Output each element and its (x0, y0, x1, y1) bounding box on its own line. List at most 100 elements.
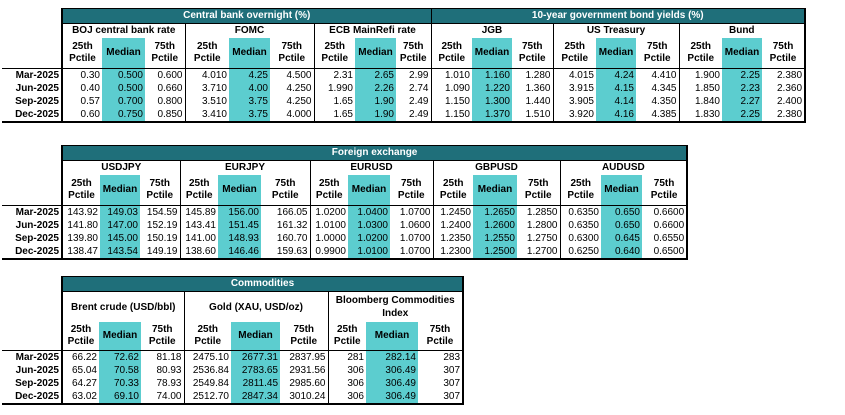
subheader-median: Median (231, 322, 280, 351)
cell-median: 1.160 (472, 68, 512, 82)
subheader-p75: 75th Pctile (141, 322, 184, 351)
cell-median: 143.54 (100, 245, 140, 260)
cell-p75: 2.49 (409, 95, 429, 107)
subheader-median: Median (472, 38, 512, 69)
column-group-boj-central-bank-rate: BOJ central bank rate (61, 23, 185, 38)
column-group-eurusd: EURUSD (309, 160, 433, 175)
cell-p75: 4.250 (286, 95, 312, 107)
cell-median: 1.2600 (473, 219, 517, 232)
cell-p75: 307 (418, 364, 465, 377)
cell-median: 1.0400 (348, 205, 390, 219)
cell-p75: 0.6600 (642, 219, 689, 232)
cell-p25: 1.0000 (309, 232, 348, 245)
subheader-p75: 75th Pctile (517, 175, 560, 206)
column-group-jgb: JGB (430, 23, 553, 38)
cell-p75: 149.19 (140, 245, 180, 260)
row-label: Dec-2025 (2, 108, 62, 123)
subheader-p25: 25th Pctile (183, 322, 231, 351)
cell-p25: 2536.84 (183, 364, 231, 377)
cell-median: 1.90 (355, 95, 396, 108)
cell-median: 0.650 (601, 219, 642, 232)
cell-p25: 1.65 (313, 108, 355, 123)
cell-p25: 4.010 (184, 68, 229, 82)
column-group-bund: Bund (678, 23, 807, 38)
subheader-median: Median (102, 38, 145, 69)
cell-p75: 0.850 (145, 108, 185, 123)
cell-p25: 4.015 (552, 68, 596, 82)
cell-median: 0.500 (102, 82, 145, 95)
cell-p75: 1.2850 (526, 206, 558, 218)
section-banner: Central bank overnight (%) (61, 8, 432, 24)
cell-p25: 2475.10 (183, 350, 231, 364)
cell-median: 3.75 (229, 108, 270, 123)
table-row: Jun-2025 65.04 70.58 80.93 2536.84 2783.65 293… (2, 364, 465, 377)
column-group-ecb-mainrefi-rate: ECB MainRefi rate (313, 23, 431, 38)
cell-p25: 66.22 (61, 350, 99, 364)
column-group-audusd: AUDUSD (559, 160, 689, 175)
cell-p25: 64.27 (61, 377, 99, 390)
cell-p25: 141.80 (61, 219, 100, 232)
cell-p75: 161.32 (276, 219, 308, 231)
cell-p25: 1.090 (430, 82, 472, 95)
subheader-p25: 25th Pctile (61, 322, 99, 351)
cell-p25: 1.150 (430, 108, 472, 123)
table-row: Mar-2025 143.92 149.03 154.59 145.89 156.00 16… (2, 205, 689, 219)
subheader-median: Median (218, 175, 261, 206)
subheader-p25: 25th Pctile (309, 175, 348, 206)
cell-p25: 1.830 (678, 108, 722, 123)
cell-median: 1.0100 (348, 245, 390, 260)
row-label: Dec-2025 (2, 245, 62, 260)
cell-median: 2677.31 (231, 350, 280, 364)
subheader-p75: 75th Pctile (512, 38, 553, 69)
cell-p25: 1.2400 (432, 219, 473, 232)
cell-p25: 3.410 (184, 108, 229, 123)
cell-p25: 1.65 (313, 95, 355, 108)
cell-p25: 138.47 (61, 245, 100, 260)
cell-p75: 4.000 (270, 108, 314, 123)
cell-p75: 1.440 (525, 95, 551, 107)
cell-p75: 1.0600 (399, 219, 431, 231)
row-label: Sep-2025 (15, 232, 59, 244)
table-row: Sep-2025 139.80 145.00 150.19 141.00 148.93 16… (2, 232, 689, 245)
cell-p25: 1.150 (430, 95, 472, 108)
column-group-gold-xau-usd-oz: Gold (XAU, USD/oz) (183, 291, 328, 322)
subheader-p75: 75th Pctile (261, 175, 310, 206)
table-row: Jun-2025 0.40 0.500 0.660 3.710 4.00 4.250 1.99… (2, 82, 807, 95)
subheader-p25: 25th Pctile (61, 175, 100, 206)
column-group-fomc: FOMC (184, 23, 314, 38)
cell-p75: 307 (418, 390, 465, 405)
cell-p75: 0.660 (157, 82, 183, 94)
cell-p25: 141.00 (179, 232, 218, 245)
cell-median: 1.2500 (473, 245, 517, 260)
cell-p25: 3.920 (552, 108, 596, 123)
subheader-median: Median (229, 38, 270, 69)
subheader-p75: 75th Pctile (762, 38, 807, 69)
cell-p25: 139.80 (61, 232, 100, 245)
subheader-median: Median (601, 175, 642, 206)
subheader-p25: 25th Pctile (559, 175, 601, 206)
cell-median: 306.49 (366, 390, 418, 405)
cell-median: 0.750 (102, 108, 145, 123)
table-row: Mar-2025 0.30 0.500 0.600 4.010 4.25 4.500 2.31… (2, 68, 807, 82)
cell-p25: 306 (327, 390, 366, 405)
cell-median: 0.500 (102, 68, 145, 82)
subheader-p75: 75th Pctile (280, 322, 328, 351)
cell-p75: 4.410 (651, 69, 677, 81)
cell-median: 2847.34 (231, 390, 280, 405)
cell-p75: 2.400 (762, 95, 807, 108)
cell-p75: 78.93 (156, 377, 182, 389)
cell-p75: 283 (418, 350, 465, 364)
cell-p75: 1.280 (525, 69, 551, 81)
cell-median: 1.220 (472, 82, 512, 95)
cell-p25: 143.41 (179, 219, 218, 232)
subheader-p75: 75th Pctile (270, 38, 314, 69)
row-label: Jun-2025 (15, 364, 59, 376)
cell-median: 4.25 (229, 68, 270, 82)
table-row: Sep-2025 0.57 0.700 0.800 3.510 3.75 4.250 1.65… (2, 95, 807, 108)
cell-p75: 2.74 (409, 82, 429, 94)
row-label: Jun-2025 (15, 219, 59, 231)
subheader-median: Median (100, 175, 140, 206)
cell-median: 1.90 (355, 108, 396, 123)
cell-p75: 159.63 (261, 245, 310, 260)
column-group-eurjpy: EURJPY (179, 160, 310, 175)
